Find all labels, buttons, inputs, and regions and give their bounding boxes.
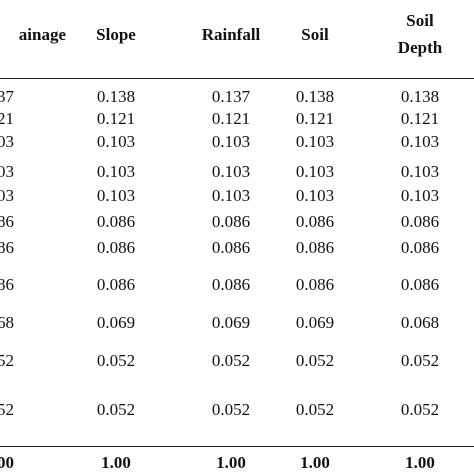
cell-value: 0.103 — [96, 162, 136, 181]
cell-value: 0.052 — [211, 351, 251, 370]
cell-value: 0.086 — [96, 238, 136, 257]
cell-value: 0.138 — [96, 87, 136, 106]
cell-value: 0.086 — [400, 238, 440, 257]
cell-value: 0.086 — [295, 212, 335, 231]
cell-value: 0.103 — [211, 186, 251, 205]
cell-value: 0.052 — [96, 400, 136, 419]
cell-value: 0.103 — [96, 186, 136, 205]
cell-value: 052 — [0, 351, 14, 370]
cell-value: 00 — [0, 453, 14, 472]
cell-value: 0.103 — [96, 132, 136, 151]
cell-value: 1.00 — [216, 453, 246, 472]
cell-value: 0.086 — [211, 238, 251, 257]
cell-value: 0.052 — [295, 400, 335, 419]
cell-value: 086 — [0, 212, 14, 231]
cell-value: 1.00 — [101, 453, 131, 472]
cell-value: 0.086 — [295, 238, 335, 257]
cell-value: 0.103 — [400, 186, 440, 205]
cell-value: 0.121 — [295, 109, 335, 128]
column-header: Slope — [96, 25, 136, 44]
cell-value: 0.069 — [295, 313, 335, 332]
column-header: Soil — [301, 25, 329, 44]
cell-value: 0.103 — [295, 186, 335, 205]
cell-value: 0.121 — [96, 109, 136, 128]
cell-value: 0.138 — [400, 87, 440, 106]
cell-value: 121 — [0, 109, 14, 128]
cell-value: 0.086 — [400, 275, 440, 294]
cell-value: 0.086 — [400, 212, 440, 231]
cell-value: 103 — [0, 186, 14, 205]
cell-value: 1.00 — [300, 453, 330, 472]
cell-value: 0.052 — [400, 400, 440, 419]
cell-value: 0.086 — [211, 275, 251, 294]
cell-value: 0.052 — [211, 400, 251, 419]
cell-value: 0.121 — [211, 109, 251, 128]
cell-value: 0.103 — [400, 162, 440, 181]
cell-value: 0.069 — [211, 313, 251, 332]
column-header: ainage — [18, 25, 66, 44]
cell-value: 0.103 — [295, 132, 335, 151]
cell-value: 0.103 — [211, 132, 251, 151]
cell-value: 1.00 — [405, 453, 435, 472]
cell-value: 137 — [0, 87, 14, 106]
column-header: Soil Depth — [397, 11, 443, 57]
cell-value: 0.138 — [295, 87, 335, 106]
cell-value: 0.086 — [295, 275, 335, 294]
cell-value: 086 — [0, 238, 14, 257]
cell-value: 0.121 — [400, 109, 440, 128]
cell-value: 103 — [0, 162, 14, 181]
header-rule — [0, 78, 474, 79]
cell-value: 103 — [0, 132, 14, 151]
cell-value: 0.052 — [400, 351, 440, 370]
cell-value: 068 — [0, 313, 14, 332]
cell-value: 0.103 — [400, 132, 440, 151]
cell-value: 0.052 — [96, 351, 136, 370]
cell-value: 086 — [0, 275, 14, 294]
cell-value: 0.086 — [211, 212, 251, 231]
cell-value: 0.103 — [211, 162, 251, 181]
cell-value: 0.069 — [96, 313, 136, 332]
cell-value: 0.103 — [295, 162, 335, 181]
cell-value: 052 — [0, 400, 14, 419]
cell-value: 0.068 — [400, 313, 440, 332]
cell-value: 0.086 — [96, 275, 136, 294]
total-rule — [0, 446, 474, 447]
cell-value: 0.052 — [295, 351, 335, 370]
cell-value: 0.137 — [211, 87, 251, 106]
column-header: Rainfall — [201, 25, 261, 44]
cell-value: 0.086 — [96, 212, 136, 231]
